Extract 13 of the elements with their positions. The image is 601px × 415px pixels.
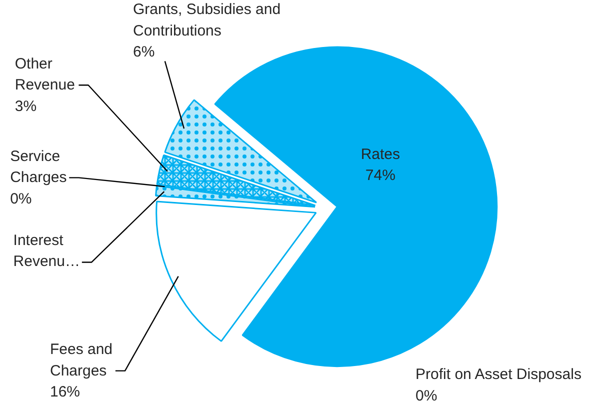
slice-label: Other Revenue [14, 55, 75, 94]
slice-label: Grants, Subsidies and Contributions [132, 1, 281, 40]
text: 0% [416, 387, 438, 404]
data-label: 6% [132, 44, 155, 61]
data-label: 16% [50, 384, 80, 401]
category-label: Profit on Asset Disposals [416, 366, 582, 384]
category-label: Service Charges [10, 148, 67, 186]
text: 0% [10, 190, 32, 208]
slice-label: Rates [360, 146, 400, 163]
slice-label: Fees and Charges [50, 341, 113, 380]
data-label: 3% [14, 98, 37, 115]
data-label: 74% [365, 167, 396, 184]
slice-label: Interest Revenu… [13, 232, 80, 270]
